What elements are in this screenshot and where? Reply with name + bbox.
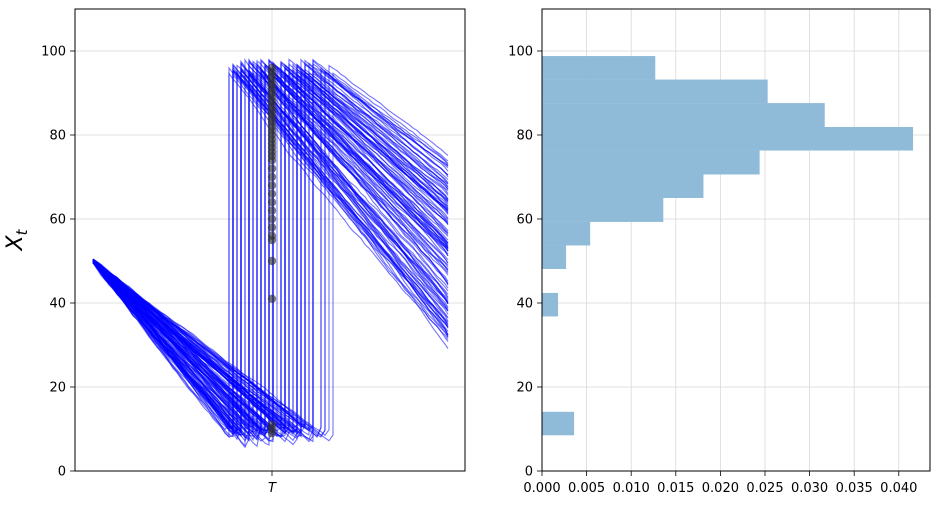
y-tick-label: 20 [516,381,533,396]
histogram-bar [542,411,575,436]
y-tick-label: 80 [49,129,66,144]
end-point [267,256,277,266]
sample-path [92,69,449,443]
histogram-bar [542,174,704,198]
histogram-bar [542,56,656,80]
end-point [267,181,277,190]
histogram-bar [542,198,664,222]
x-tick-label: 0.025 [746,481,783,496]
y-tick-label: 20 [49,381,66,396]
end-points [267,63,277,438]
end-point [267,206,277,215]
y-tick-label: 0 [58,465,66,480]
sample-path [92,58,449,433]
x-tick-label: 0.010 [613,481,650,496]
x-tick-label: 0.020 [702,481,739,496]
end-point [267,235,277,245]
end-point [267,164,277,173]
y-tick-label: 60 [516,213,533,228]
left-axes: 0 20 40 60 80 100 T Xt [3,8,466,496]
end-point [267,189,277,198]
y-tick-label: 100 [41,45,66,60]
x-tick-label: 0.005 [568,481,605,496]
right-y-ticks: 0 20 40 60 80 100 [508,45,542,480]
y-tick-label: 40 [49,297,66,312]
x-tick-label: 0.000 [523,481,560,496]
end-point [267,214,277,224]
histogram-bar [542,103,825,128]
histogram-bars [542,56,914,436]
histogram-bar [542,150,760,175]
end-point [267,156,277,165]
y-tick-label: 0 [525,465,533,480]
histogram-bar [542,221,591,246]
y-tick-label: 80 [516,129,533,144]
histogram-bar [542,292,559,317]
y-axis-label: Xt [3,228,31,251]
y-tick-label: 40 [516,297,533,312]
x-tick-label-T: T [268,481,277,496]
histogram-bar [542,245,567,269]
end-point [267,429,277,438]
end-point [267,294,277,303]
histogram-bar [542,127,914,151]
x-tick-label: 0.030 [791,481,828,496]
x-tick-label: 0.040 [880,481,917,496]
x-tick-label: 0.035 [836,481,873,496]
end-point [267,198,277,207]
histogram-bar [542,79,768,104]
y-tick-label: 60 [49,213,66,228]
end-point [267,223,277,232]
y-tick-label: 100 [508,45,533,60]
sample-path [92,63,449,427]
left-x-tick: T [268,471,277,496]
right-x-ticks: 0.000 0.005 0.010 0.015 0.020 0.025 0.030 0.035… [523,471,917,496]
left-frame [74,8,466,472]
end-point [267,172,277,182]
x-tick-label: 0.015 [657,481,694,496]
left-y-ticks: 0 20 40 60 80 100 [41,45,75,480]
right-frame [541,8,931,472]
sample-path [92,70,449,433]
